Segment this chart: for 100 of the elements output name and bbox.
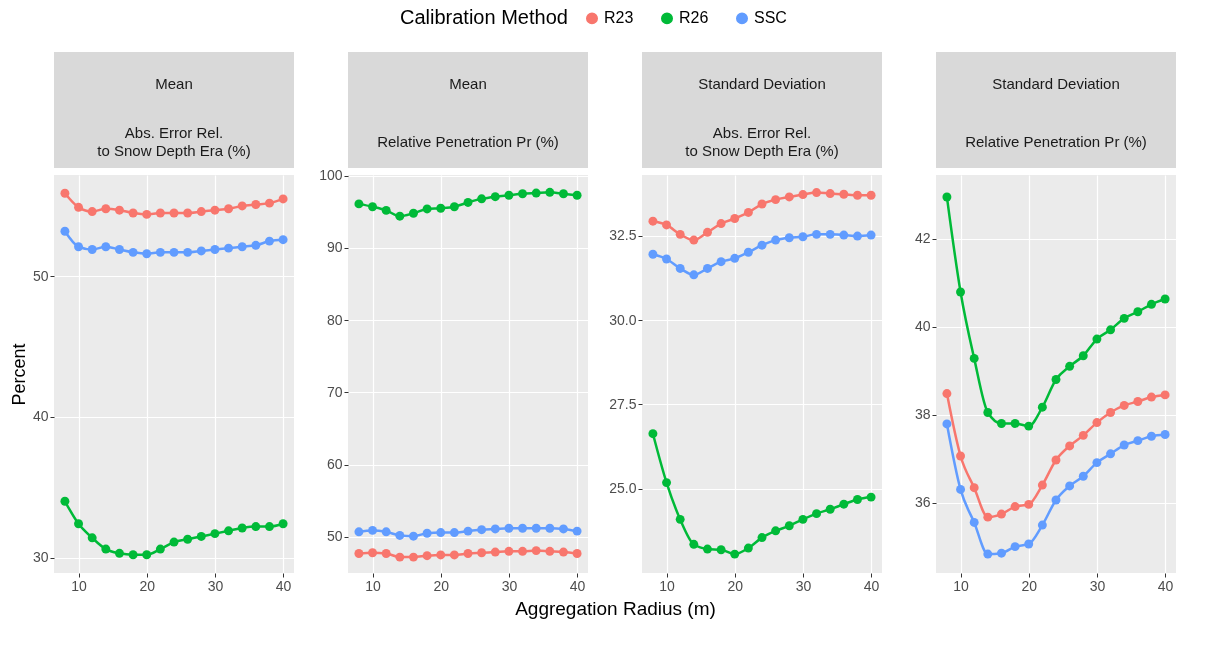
point — [648, 429, 658, 439]
point — [169, 537, 179, 547]
point — [839, 499, 849, 509]
x-tick-label: 10 — [953, 577, 970, 594]
point — [730, 253, 740, 263]
point — [504, 190, 514, 200]
point — [531, 188, 541, 198]
point — [675, 229, 685, 239]
point — [60, 496, 70, 506]
x-tick-label: 20 — [1021, 577, 1038, 594]
point — [730, 549, 740, 559]
x-tick-label: 30 — [207, 577, 224, 594]
point — [368, 525, 378, 535]
point — [1037, 520, 1047, 530]
point — [784, 521, 794, 531]
point — [490, 192, 500, 202]
point — [942, 389, 952, 399]
point — [408, 531, 418, 541]
x-tick-label: 40 — [275, 577, 292, 594]
point — [155, 247, 165, 257]
point — [251, 240, 261, 250]
point — [1010, 419, 1020, 428]
point — [101, 544, 111, 554]
y-tick-label: 36 — [914, 494, 931, 511]
point — [572, 526, 582, 536]
point — [757, 533, 767, 543]
point — [354, 549, 364, 558]
y-tick-label: 40 — [914, 318, 931, 335]
point — [114, 205, 124, 215]
y-tick-label: 50 — [32, 267, 49, 284]
point — [1078, 471, 1088, 481]
point — [866, 230, 876, 240]
point — [237, 201, 247, 211]
legend-title: Calibration Method — [400, 6, 568, 28]
point — [969, 483, 979, 493]
point — [996, 509, 1006, 519]
point — [142, 550, 152, 560]
x-tick-label: 30 — [795, 577, 812, 594]
point — [956, 451, 966, 461]
point — [545, 187, 555, 197]
point — [142, 249, 152, 259]
point — [1078, 351, 1088, 361]
point — [969, 353, 979, 363]
point — [1119, 400, 1129, 410]
point — [825, 504, 835, 514]
point — [504, 523, 514, 533]
point — [545, 546, 555, 556]
point — [702, 263, 712, 273]
point — [716, 219, 726, 229]
point — [278, 235, 288, 245]
y-tick-label: 25.0 — [609, 480, 637, 497]
point — [1160, 390, 1170, 400]
point — [490, 547, 500, 557]
chart-title: Mean — [449, 75, 487, 92]
point — [1133, 397, 1143, 406]
point — [743, 543, 753, 553]
point — [996, 419, 1006, 428]
point — [196, 531, 206, 541]
legend-label: R23 — [604, 9, 634, 27]
point — [87, 245, 97, 254]
x-tick-label: 30 — [501, 577, 518, 594]
point — [1024, 539, 1034, 549]
point — [477, 525, 487, 535]
chart-subtitle: Relative Penetration Pr (%) — [377, 133, 559, 150]
chart-title: Standard Deviation — [698, 75, 826, 92]
point — [531, 546, 541, 556]
legend-label: R26 — [679, 9, 709, 27]
point — [449, 528, 459, 538]
point — [278, 194, 288, 204]
point — [1146, 392, 1156, 402]
point — [422, 528, 432, 538]
point — [1092, 334, 1102, 344]
point — [60, 226, 70, 236]
point — [87, 533, 97, 543]
point — [368, 202, 378, 212]
chart-subtitle: Abs. Error Rel. to Snow Depth Era (%) — [97, 124, 251, 159]
point — [1051, 455, 1061, 465]
point — [381, 205, 391, 215]
point — [436, 528, 446, 538]
point — [128, 247, 138, 257]
point — [114, 548, 124, 558]
point — [866, 492, 876, 502]
point — [866, 190, 876, 200]
point — [730, 214, 740, 223]
point — [354, 199, 364, 209]
point — [648, 249, 658, 259]
point — [210, 205, 220, 215]
point — [531, 523, 541, 533]
point — [1146, 431, 1156, 441]
point — [436, 550, 446, 560]
point — [224, 243, 234, 253]
point — [142, 209, 152, 219]
y-tick-label: 100 — [319, 167, 343, 184]
point — [449, 550, 459, 560]
point — [264, 236, 274, 246]
legend-label: SSC — [754, 9, 787, 27]
chart-subtitle: Abs. Error Rel. to Snow Depth Era (%) — [685, 124, 839, 159]
point — [408, 208, 418, 218]
point — [381, 549, 391, 558]
point — [1106, 408, 1116, 417]
